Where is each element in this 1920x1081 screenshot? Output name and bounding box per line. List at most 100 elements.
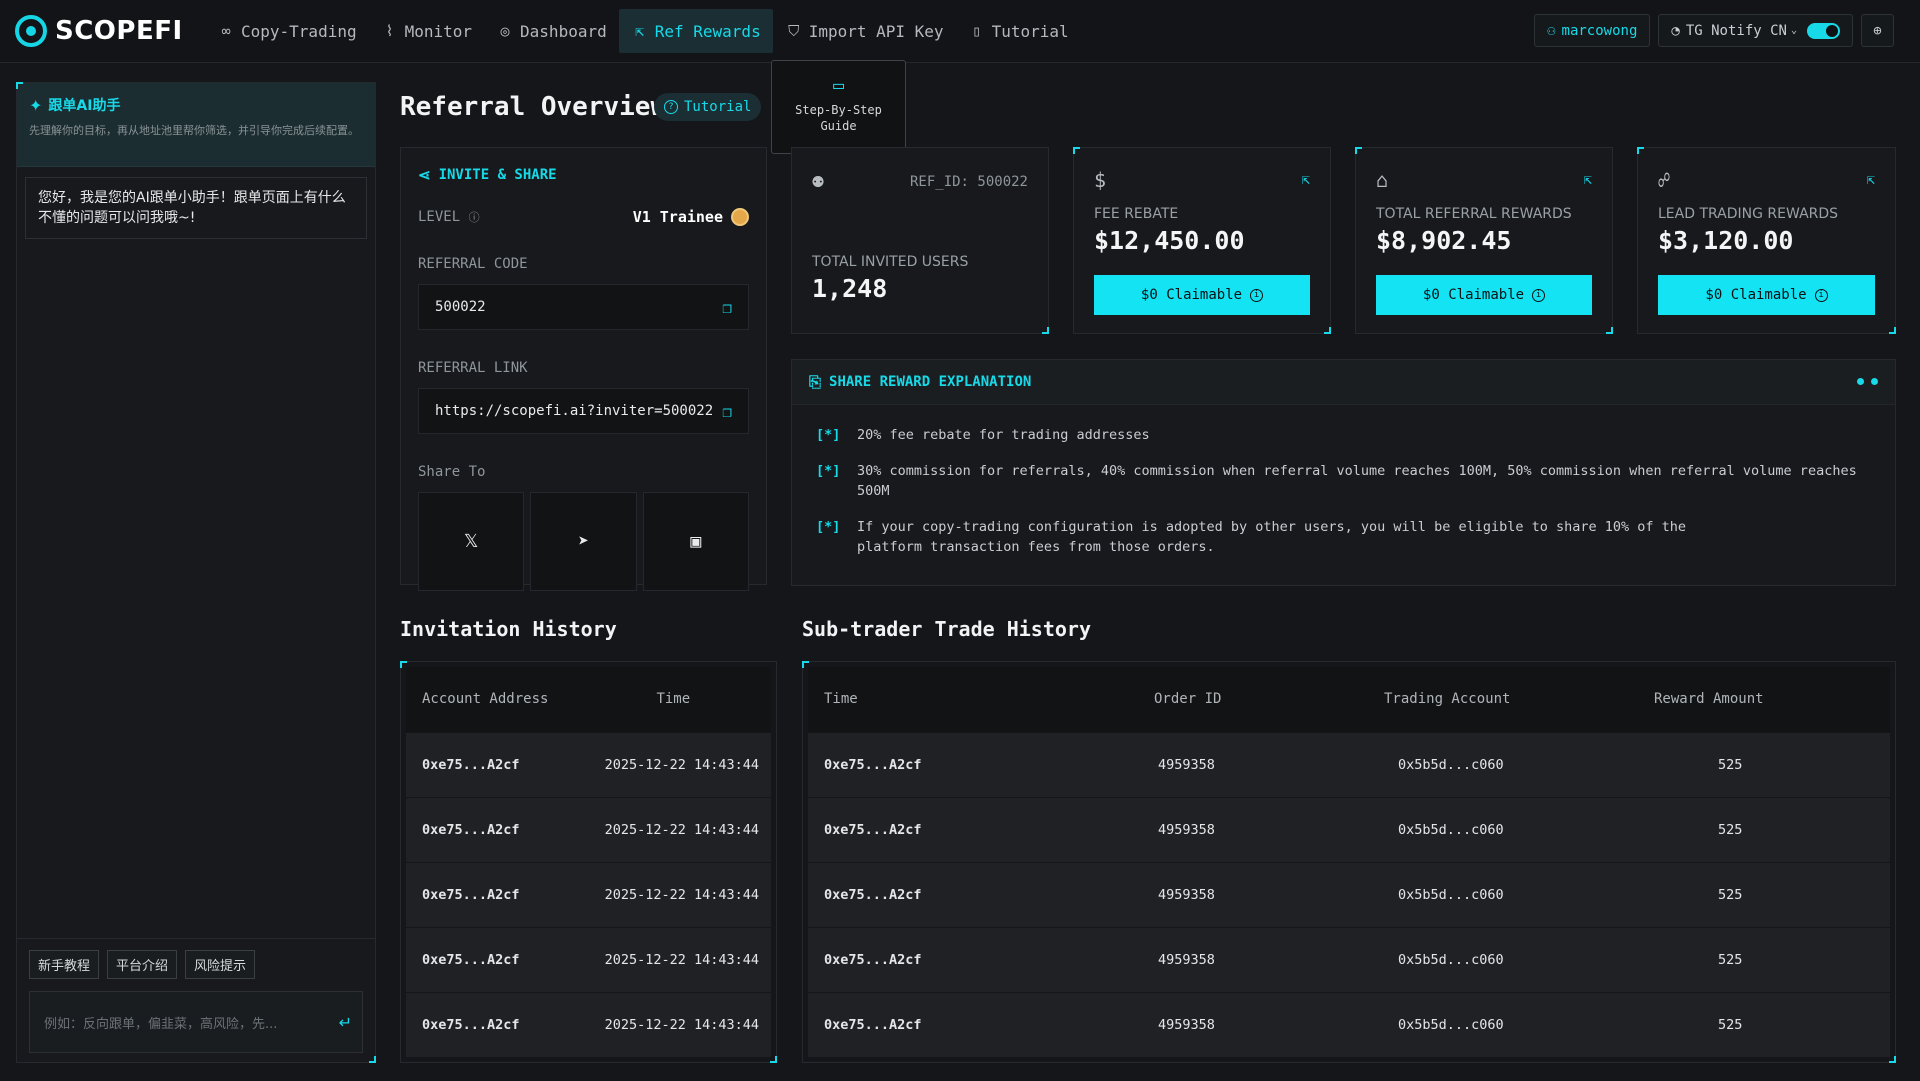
level-label: LEVEL ⓘ	[418, 209, 480, 225]
dots-indicator	[1857, 378, 1878, 385]
table-row[interactable]: 0xe75...A2cf 4959358 0x5b5d...c060 525	[808, 861, 1890, 927]
ai-chat-input[interactable]: 例如：反向跟单，偏韭菜，高风险，先... ↵	[29, 991, 363, 1053]
claim-button[interactable]: $0 Claimable i	[1094, 275, 1310, 315]
claim-button[interactable]: $0 Claimable i	[1658, 275, 1875, 315]
share-x-button[interactable]: 𝕏	[418, 492, 525, 591]
telegram-icon: ➤	[578, 531, 589, 552]
claim-button[interactable]: $0 Claimable i	[1376, 275, 1592, 315]
table-header-row: Account Address Time	[406, 667, 771, 732]
corner-tick	[1355, 147, 1362, 154]
table-row[interactable]: 0xe75...A2cf 2025-12-22 14:43:44	[406, 731, 771, 797]
rule-text: If your copy-trading configuration is ad…	[857, 519, 1687, 555]
enter-icon[interactable]: ↵	[338, 1012, 352, 1032]
copy-icon[interactable]: ❐	[722, 297, 732, 317]
table-row[interactable]: 0xe75...A2cf 4959358 0x5b5d...c060 525	[808, 796, 1890, 862]
table-row[interactable]: 0xe75...A2cf 2025-12-22 14:43:44	[406, 796, 771, 862]
cell-address: 0xe75...A2cf	[406, 926, 576, 992]
globe-icon: ⊕	[1873, 22, 1882, 39]
stat-card-lead-trading: ☍ ⇱ LEAD TRADING REWARDS $3,120.00 $0 Cl…	[1637, 147, 1896, 334]
table-row[interactable]: 0xe75...A2cf 4959358 0x5b5d...c060 525	[808, 731, 1890, 797]
rule-bullet: [*]	[816, 519, 841, 535]
external-link-icon[interactable]: ⇱	[1301, 172, 1310, 188]
trade-table: Time Order ID Trading Account Reward Amo…	[808, 667, 1890, 1057]
invite-share-card: ⋖ INVITE & SHARE LEVEL ⓘ V1 Trainee REFE…	[400, 147, 767, 591]
cell-account: 0x5b5d...c060	[1368, 861, 1638, 927]
copy-icon[interactable]: ❐	[722, 401, 732, 421]
invite-heading-text: INVITE & SHARE	[438, 167, 557, 183]
nav-label: Dashboard	[520, 21, 607, 41]
rule-bullet: [*]	[816, 463, 841, 479]
cell-address: 0xe75...A2cf	[406, 861, 576, 927]
cell-order-id: 4959358	[1138, 796, 1368, 862]
share-image-button[interactable]: ▣	[642, 492, 749, 591]
explanation-rules: [*] 20% fee rebate for trading addresses…	[792, 405, 1895, 569]
corner-tick	[400, 661, 407, 668]
rule-text: 30% commission for referrals, 40% commis…	[857, 463, 1857, 499]
quick-action-risk[interactable]: 风险提示	[185, 950, 256, 979]
step-guide-tooltip[interactable]: ▭ Step-By-Step Guide	[771, 60, 906, 154]
table-row[interactable]: 0xe75...A2cf 4959358 0x5b5d...c060 525	[808, 926, 1890, 992]
logo-mark-icon	[15, 15, 47, 47]
stat-value: $8,902.45	[1376, 226, 1512, 255]
nav-item-dashboard[interactable]: ◎ Dashboard	[484, 9, 619, 53]
quick-action-intro[interactable]: 平台介绍	[107, 950, 178, 979]
ai-panel-title: ✦ 跟单AI助手	[29, 95, 363, 115]
invitation-history-table: Account Address Time 0xe75...A2cf 2025-12…	[400, 661, 777, 1063]
nav-label: Monitor	[404, 21, 473, 41]
corner-tick	[770, 1056, 777, 1063]
ai-panel-subtitle: 先理解你的目标，再从地址池里帮你筛选，并引导你完成后续配置。	[29, 124, 359, 137]
info-icon: i	[1814, 288, 1828, 302]
share-buttons: 𝕏 ➤ ▣	[418, 492, 749, 591]
link-icon: ∞	[221, 22, 231, 40]
nav-item-import-api-key[interactable]: ⛉ Import API Key	[773, 9, 956, 53]
nav-item-monitor[interactable]: ⌇ Monitor	[369, 9, 484, 53]
users-icon: ⚉	[812, 168, 825, 192]
invitation-history-title: Invitation History	[400, 617, 617, 641]
quick-action-tutorial[interactable]: 新手教程	[29, 950, 100, 979]
sparkle-icon: ✦	[29, 95, 43, 115]
tg-notify-control[interactable]: ◔ TG Notify CN ⌄	[1658, 14, 1853, 47]
tg-notify-toggle[interactable]	[1807, 22, 1840, 39]
nav-label: Copy-Trading	[241, 21, 357, 41]
external-link-icon[interactable]: ⇱	[1583, 172, 1592, 188]
user-button[interactable]: ⚇ marcowong	[1534, 14, 1651, 47]
cell-time: 0xe75...A2cf	[808, 796, 1138, 862]
table-row[interactable]: 0xe75...A2cf 4959358 0x5b5d...c060 525	[808, 991, 1890, 1057]
referral-code-value: 500022	[435, 299, 486, 315]
table-row[interactable]: 0xe75...A2cf 2025-12-22 14:43:44	[406, 861, 771, 927]
book-open-icon: ▭	[833, 75, 844, 96]
table-row[interactable]: 0xe75...A2cf 2025-12-22 14:43:44	[406, 991, 771, 1057]
cell-time: 2025-12-22 14:43:44	[575, 731, 771, 797]
level-value-text: V1 Trainee	[632, 208, 723, 226]
medal-icon	[731, 208, 749, 226]
nav-label: Import API Key	[808, 21, 944, 41]
info-icon: i	[1532, 288, 1546, 302]
table-row[interactable]: 0xe75...A2cf 2025-12-22 14:43:44	[406, 926, 771, 992]
ai-assistant-panel: ✦ 跟单AI助手 先理解你的目标，再从地址池里帮你筛选，并引导你完成后续配置。 …	[16, 82, 376, 1063]
top-navigation-bar: SCOPEFI ∞ Copy-Trading ⌇ Monitor ◎ Dashb…	[0, 0, 1920, 63]
corner-tick	[1889, 327, 1896, 334]
corner-tick	[1324, 327, 1331, 334]
column-header: Time	[808, 667, 1138, 732]
tg-notify-label: TG Notify CN	[1685, 22, 1787, 39]
cell-account: 0x5b5d...c060	[1368, 991, 1638, 1057]
nav-item-copy-trading[interactable]: ∞ Copy-Trading	[205, 9, 369, 53]
language-button[interactable]: ⊕	[1861, 14, 1894, 47]
nav-item-tutorial[interactable]: ▯ Tutorial	[956, 9, 1081, 53]
shield-icon: ⛉	[788, 22, 800, 40]
tutorial-button[interactable]: ? Tutorial	[654, 93, 762, 121]
info-icon: i	[1250, 288, 1264, 302]
handshake-icon: ☍	[1658, 168, 1671, 192]
nav-item-ref-rewards[interactable]: ⇱ Ref Rewards	[618, 9, 773, 53]
stat-label: LEAD TRADING REWARDS	[1658, 206, 1839, 222]
share-telegram-button[interactable]: ➤	[530, 492, 637, 591]
referral-link-field[interactable]: https://scopefi.ai?inviter=500022 ❐	[418, 388, 749, 434]
logo[interactable]: SCOPEFI	[15, 15, 190, 47]
quick-actions: 新手教程 平台介绍 风险提示	[29, 950, 363, 979]
explanation-header: ⎘ SHARE REWARD EXPLANATION	[792, 360, 1895, 405]
page-title: Referral Overview	[400, 92, 667, 122]
referral-code-field[interactable]: 500022 ❐	[418, 284, 749, 330]
external-link-icon[interactable]: ⇱	[1866, 172, 1875, 188]
cell-order-id: 4959358	[1138, 926, 1368, 992]
stat-card-total-referral: ⌂ ⇱ TOTAL REFERRAL REWARDS $8,902.45 $0 …	[1355, 147, 1613, 334]
